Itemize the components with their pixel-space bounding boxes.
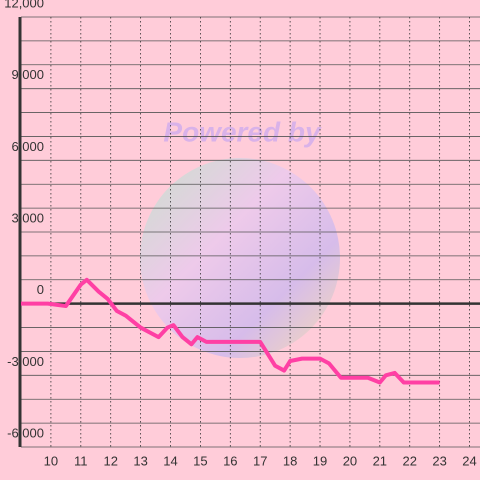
y-tick-label: -6,000 xyxy=(7,425,44,440)
y-tick-label: 0 xyxy=(37,282,44,297)
watermark: Powered by xyxy=(163,116,322,147)
x-tick-label: 14 xyxy=(163,453,177,468)
x-tick-label: 16 xyxy=(223,453,237,468)
x-tick-label: 20 xyxy=(343,453,357,468)
x-tick-label: 19 xyxy=(313,453,327,468)
x-tick-label: 18 xyxy=(283,453,297,468)
y-tick-label: 3,000 xyxy=(11,210,44,225)
x-tick-label: 15 xyxy=(193,453,207,468)
y-tick-label: 12,000 xyxy=(4,0,44,10)
x-tick-label: 21 xyxy=(373,453,387,468)
y-tick-label: 6,000 xyxy=(11,139,44,154)
data-line xyxy=(21,277,440,385)
x-tick-label: 12 xyxy=(103,453,117,468)
x-tick-label: 24 xyxy=(462,453,476,468)
x-tick-label: 11 xyxy=(74,453,88,468)
x-tick-label: 13 xyxy=(133,453,147,468)
x-tick-label: 10 xyxy=(44,453,58,468)
x-tick-label: 17 xyxy=(253,453,267,468)
y-tick-label: 9,000 xyxy=(11,67,44,82)
y-tick-label: -3,000 xyxy=(7,354,44,369)
x-tick-label: 23 xyxy=(432,453,446,468)
x-tick-label: 22 xyxy=(402,453,416,468)
